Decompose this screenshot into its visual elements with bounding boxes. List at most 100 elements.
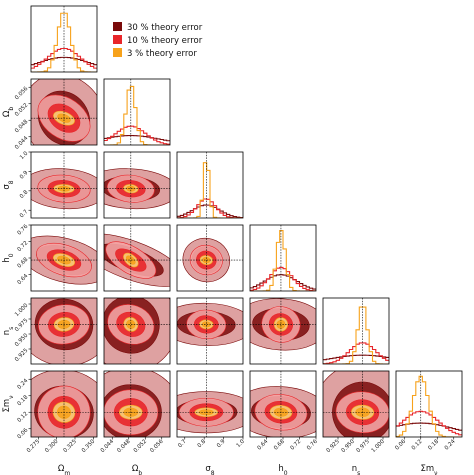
y-tick-label: 0.64: [17, 273, 30, 286]
legend-item-3pct: 3 % theory error: [113, 48, 197, 59]
y-tick-label: 0.72: [17, 240, 30, 253]
y-tick-label: 0.9: [19, 170, 30, 181]
x-axis-label: ns: [352, 464, 361, 475]
y-tick-label: 0.052: [14, 102, 29, 117]
x-tick-label: 1.0: [235, 438, 246, 449]
contours-2-1: [104, 152, 170, 218]
panel-frame: [176, 224, 244, 292]
x-axis-sigma_8: 0.7 0.8 0.9 1.0 σ8: [177, 437, 246, 475]
histogram-3pct: [250, 230, 316, 291]
y-tick-label: 0.18: [17, 394, 30, 407]
x-tick-label: 0.300: [44, 438, 60, 454]
y-axis-label: σ8: [2, 180, 15, 189]
panel-h_0-vs-omega_m: [30, 224, 98, 292]
x-tick-label: 0.950: [341, 438, 357, 454]
y-tick-label: 0.8: [19, 189, 30, 200]
contours-3-2: [177, 225, 243, 291]
x-tick-label: 0.325: [63, 438, 79, 454]
histogram-10pct: [396, 410, 462, 436]
panel-1d-omega_m: [30, 5, 98, 73]
x-tick-label: 0.64: [257, 438, 270, 451]
histogram-30pct: [323, 354, 389, 361]
contours-5-2: [177, 371, 243, 437]
y-tick-label: 0.925: [14, 347, 30, 363]
x-axis-label: h0: [278, 464, 287, 475]
x-axis-label: σ8: [205, 464, 214, 475]
x-axis-h_0: 0.64 0.68 0.72 0.76 h0: [257, 437, 319, 475]
x-tick-label: 0.68: [273, 438, 286, 451]
x-tick-label: 0.052: [133, 439, 148, 454]
x-tick-label: 0.275: [26, 438, 42, 454]
contours-5-3: [250, 371, 316, 437]
panel-h_0-vs-omega_b: [103, 224, 171, 292]
panel-frame: [249, 224, 317, 292]
panel-sum_m_nu-vs-h_0: [249, 370, 317, 438]
panel-frame: [30, 297, 98, 365]
y-tick-label: 0.76: [17, 223, 30, 236]
contours-2-0: [31, 152, 97, 218]
contours-5-4: [323, 371, 389, 437]
panel-frame: [30, 78, 98, 146]
x-tick-label: 0.12: [411, 439, 424, 452]
panel-frame: [176, 370, 244, 438]
panel-frame: [103, 151, 171, 219]
x-tick-label: 0.9: [216, 438, 227, 449]
legend-label: 3 % theory error: [127, 49, 197, 59]
x-axis-n_s: 0.925 0.950 0.975 1.000 ns: [326, 437, 387, 475]
legend-item-10pct: 10 % theory error: [113, 35, 203, 46]
contours-4-0: [31, 298, 97, 364]
panel-frame: [103, 370, 171, 438]
x-tick-label: 0.350: [81, 438, 97, 454]
panel-sum_m_nu-vs-omega_m: [30, 370, 98, 438]
panel-sum_m_nu-vs-sigma_8: [176, 370, 244, 438]
y-axis-label: Σmν: [2, 395, 15, 413]
legend: 30 % theory error 10 % theory error 3 % th…: [113, 22, 203, 59]
contours-4-2: [177, 298, 243, 364]
panel-n_s-vs-sigma_8: [176, 297, 244, 365]
x-tick-label: 0.044: [100, 438, 116, 454]
legend-label: 10 % theory error: [127, 36, 203, 46]
x-tick-label: 0.7: [177, 438, 188, 449]
contour-3pct-level2: [202, 256, 211, 264]
legend-item-30pct: 30 % theory error: [113, 22, 203, 33]
histogram-10pct: [250, 266, 316, 291]
x-tick-label: 0.72: [290, 439, 303, 452]
histogram-30pct: [104, 135, 170, 142]
panel-1d-omega_b: [103, 78, 171, 146]
panel-frame: [249, 297, 317, 365]
x-tick-label: 0.76: [306, 438, 319, 451]
y-tick-label: 0.12: [17, 411, 30, 424]
contours-3-0: [31, 225, 97, 291]
contour-3pct-level2: [125, 255, 136, 265]
x-tick-label: 0.975: [356, 438, 372, 454]
panel-frame: [322, 370, 390, 438]
panel-frame: [176, 151, 244, 219]
contours-1-0: [31, 79, 97, 145]
legend-swatch: [113, 22, 122, 31]
x-tick-label: 1.000: [371, 438, 387, 454]
panel-frame: [103, 78, 171, 146]
panel-sigma_8-vs-omega_b: [103, 151, 171, 219]
x-tick-label: 0.056: [149, 438, 165, 454]
panel-n_s-vs-omega_b: [103, 297, 171, 365]
contour-3pct-level2: [126, 319, 136, 330]
panel-frame: [176, 297, 244, 365]
y-tick-label: 0.950: [14, 332, 30, 348]
contours-4-1: [104, 298, 170, 364]
x-axis-label: Σmν: [420, 464, 438, 475]
y-tick-label: 0.06: [17, 427, 30, 440]
panel-omega_b-vs-omega_m: [30, 78, 98, 146]
y-tick-label: 0.056: [14, 86, 30, 102]
x-axis-label: Ωm: [58, 464, 71, 475]
x-axis-omega_b: 0.044 0.048 0.052 0.056 Ωb: [100, 437, 165, 475]
y-tick-label: 0.048: [14, 119, 30, 135]
x-tick-label: 0.8: [197, 438, 208, 449]
x-tick-label: 0.18: [427, 438, 440, 451]
y-tick-label: 0.044: [14, 135, 30, 151]
y-tick-label: 0.975: [14, 317, 30, 333]
y-axis-h_0: 0.64 0.68 0.72 0.76 h0: [2, 223, 31, 286]
panel-1d-sigma_8: [176, 151, 244, 219]
y-axis-label: h0: [2, 253, 15, 262]
